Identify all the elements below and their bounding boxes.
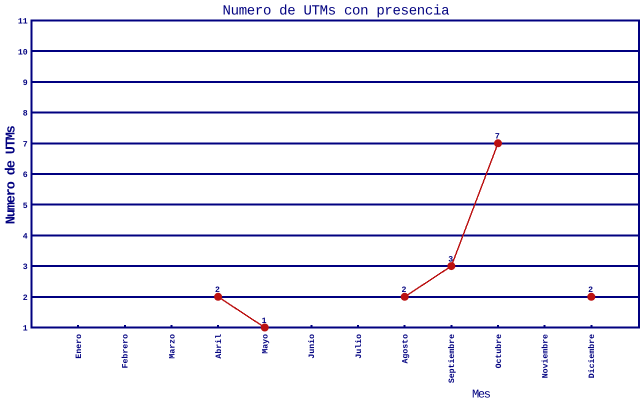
svg-text:Numero de UTMs con presencia: Numero de UTMs con presencia xyxy=(223,4,450,20)
svg-text:Julio: Julio xyxy=(355,334,364,359)
svg-text:7: 7 xyxy=(23,140,28,149)
svg-text:7: 7 xyxy=(495,133,500,142)
svg-text:Mes: Mes xyxy=(472,388,491,400)
svg-text:3: 3 xyxy=(23,263,28,272)
svg-text:1: 1 xyxy=(262,317,267,326)
svg-text:1: 1 xyxy=(23,325,28,334)
svg-text:Mayo: Mayo xyxy=(262,334,271,354)
svg-text:Numero de UTMs: Numero de UTMs xyxy=(5,125,20,224)
svg-text:5: 5 xyxy=(23,202,28,211)
svg-text:3: 3 xyxy=(448,255,453,264)
svg-text:Abril: Abril xyxy=(215,334,224,359)
svg-text:4: 4 xyxy=(23,233,28,242)
svg-text:6: 6 xyxy=(23,171,28,180)
svg-text:Agosto: Agosto xyxy=(402,334,411,364)
svg-text:Octubre: Octubre xyxy=(495,334,504,368)
svg-text:Enero: Enero xyxy=(75,334,84,359)
svg-text:Noviembre: Noviembre xyxy=(541,334,550,378)
svg-text:2: 2 xyxy=(23,294,28,303)
svg-text:2: 2 xyxy=(215,286,220,295)
svg-text:Septiembre: Septiembre xyxy=(448,334,457,383)
svg-text:Marzo: Marzo xyxy=(168,334,177,359)
svg-text:10: 10 xyxy=(18,48,28,57)
svg-text:2: 2 xyxy=(588,286,593,295)
svg-text:8: 8 xyxy=(23,110,28,119)
svg-text:9: 9 xyxy=(23,79,28,88)
svg-text:Diciembre: Diciembre xyxy=(588,334,597,378)
svg-text:2: 2 xyxy=(402,286,407,295)
svg-text:Febrero: Febrero xyxy=(122,334,131,368)
svg-text:Junio: Junio xyxy=(308,334,317,359)
svg-text:11: 11 xyxy=(18,18,28,27)
